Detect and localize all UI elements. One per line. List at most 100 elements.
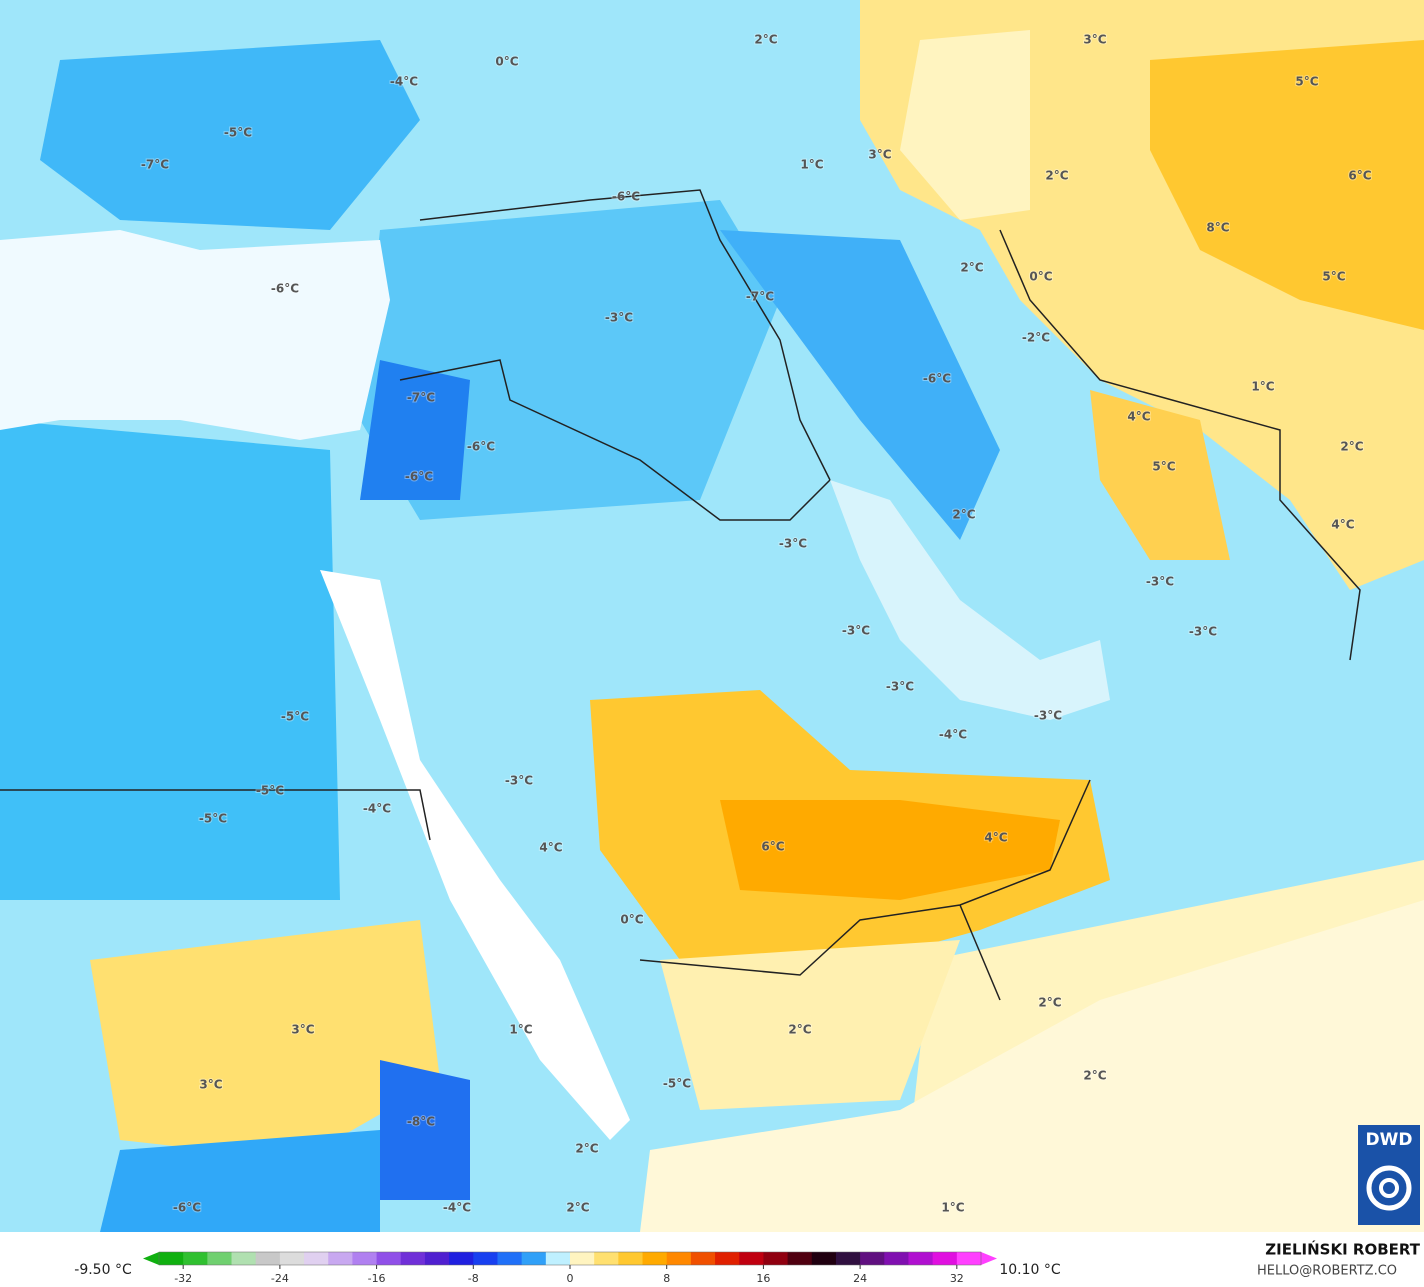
colorbar-bin xyxy=(424,1252,450,1265)
contour-label: 4°C xyxy=(1331,518,1354,532)
sea xyxy=(0,230,390,440)
colorbar-bin xyxy=(159,1252,184,1265)
contour-label: 2°C xyxy=(575,1142,598,1156)
contour-label: 2°C xyxy=(1045,169,1068,183)
sea xyxy=(640,900,1424,1232)
colorbar-bin xyxy=(763,1252,789,1265)
colorbar-bin xyxy=(279,1252,305,1265)
contour-label: -6°C xyxy=(405,470,433,484)
colorbar-tick-label: 0 xyxy=(567,1272,574,1285)
contour-label: -6°C xyxy=(271,282,299,296)
contour-label: -4°C xyxy=(390,75,418,89)
colorbar-bin xyxy=(400,1252,426,1265)
colorbar-bin xyxy=(497,1252,523,1265)
colorbar-end xyxy=(981,1252,997,1265)
contour-label: 5°C xyxy=(1152,460,1175,474)
contour-label: 4°C xyxy=(539,841,562,855)
dwd-logo: DWD xyxy=(1358,1125,1420,1225)
colorbar-bin xyxy=(376,1252,402,1265)
contour-label: 4°C xyxy=(984,831,1007,845)
colorbar-bin xyxy=(739,1252,764,1265)
cold-region xyxy=(40,40,420,230)
contour-label: 0°C xyxy=(495,55,518,69)
colorbar: -32 -24 -16 -8 0 8 16 24 32 xyxy=(143,1251,997,1285)
colorbar-bin xyxy=(570,1252,595,1265)
contour-label: -3°C xyxy=(779,537,807,551)
contour-label: -7°C xyxy=(746,290,774,304)
contour-label: -5°C xyxy=(663,1077,691,1091)
colorbar-bin xyxy=(207,1252,233,1265)
sea xyxy=(830,480,1110,720)
colorbar-bin xyxy=(835,1252,861,1265)
contour-label: -4°C xyxy=(363,802,391,816)
border xyxy=(639,779,1091,976)
colorbar-bin xyxy=(594,1252,619,1265)
colorbar-bin xyxy=(255,1252,281,1265)
contour-label: 1°C xyxy=(941,1201,964,1215)
warm-core xyxy=(1150,40,1424,330)
contour-label: -4°C xyxy=(443,1201,471,1215)
colorbar-bin xyxy=(473,1252,498,1265)
contour-label: 3°C xyxy=(1083,33,1106,47)
email: HELLO@ROBERTZ.CO xyxy=(1257,1264,1397,1279)
contour-label: 2°C xyxy=(1038,996,1061,1010)
contour-label: -3°C xyxy=(605,311,633,325)
contour-label: 3°C xyxy=(868,148,891,162)
cold-region xyxy=(100,1130,380,1232)
contour-label: -6°C xyxy=(467,440,495,454)
logo-text: DWD xyxy=(1366,1130,1413,1150)
colorbar-bin xyxy=(884,1252,909,1265)
colorbar-tick-label: -32 xyxy=(174,1272,192,1285)
colorbar-bin xyxy=(860,1252,885,1265)
contour-label: 2°C xyxy=(952,508,975,522)
logo-swirl xyxy=(1379,1178,1399,1198)
min-label: -9.50 °C xyxy=(74,1262,132,1278)
max-label: 10.10 °C xyxy=(999,1262,1061,1278)
border xyxy=(959,904,1001,1001)
contour-label: -6°C xyxy=(173,1201,201,1215)
warm-region xyxy=(90,920,440,1160)
contour-label: -3°C xyxy=(842,624,870,638)
colorbar-bin xyxy=(690,1252,716,1265)
warm-core xyxy=(720,800,1060,900)
cold-core xyxy=(380,1060,470,1200)
colorbar-bin xyxy=(787,1252,813,1265)
contour-label: -3°C xyxy=(1034,709,1062,723)
contour-label: -3°C xyxy=(505,774,533,788)
colorbar-bin xyxy=(521,1252,547,1265)
contour-label: 2°C xyxy=(1340,440,1363,454)
contour-label: -7°C xyxy=(141,158,169,172)
colorbar-tick-label: -16 xyxy=(368,1272,386,1285)
colorbar-tick-label: -24 xyxy=(271,1272,289,1285)
colorbar-bin xyxy=(642,1252,668,1265)
colorbar-bin xyxy=(666,1252,692,1265)
colorbar-bin xyxy=(328,1252,353,1265)
cold-core xyxy=(360,360,470,500)
contour-label: 2°C xyxy=(788,1023,811,1037)
contour-label: 1°C xyxy=(509,1023,532,1037)
contour-label: -6°C xyxy=(612,190,640,204)
contour-label: 0°C xyxy=(1029,270,1052,284)
contour-label: 1°C xyxy=(1251,380,1274,394)
contour-label: -5°C xyxy=(224,126,252,140)
borders xyxy=(0,189,1361,1001)
colorbar-bin xyxy=(956,1252,982,1265)
colorbar-bin xyxy=(545,1252,571,1265)
colorbar-bin xyxy=(183,1252,208,1265)
contour-label: 2°C xyxy=(566,1201,589,1215)
contour-labels: 0°C 2°C 3°C 5°C -4°C -5°C -7°C 1°C 3°C 2°C 6°C -6°C… xyxy=(140,32,1373,1216)
contour-label: 8°C xyxy=(1206,221,1229,235)
colorbar-tick-label: 8 xyxy=(663,1272,670,1285)
warm-core xyxy=(1090,390,1230,560)
logo-swirl xyxy=(1366,1165,1412,1211)
contour-label: 1°C xyxy=(800,158,823,172)
border xyxy=(0,789,431,841)
colorbar-tick-label: 24 xyxy=(853,1272,867,1285)
sea xyxy=(320,570,630,1140)
colorbar-bin xyxy=(811,1252,837,1265)
contour-label: 2°C xyxy=(754,33,777,47)
contour-label: 2°C xyxy=(960,261,983,275)
contour-label: -3°C xyxy=(886,680,914,694)
contour-label: 2°C xyxy=(1083,1069,1106,1083)
water-bodies xyxy=(0,30,1424,1232)
